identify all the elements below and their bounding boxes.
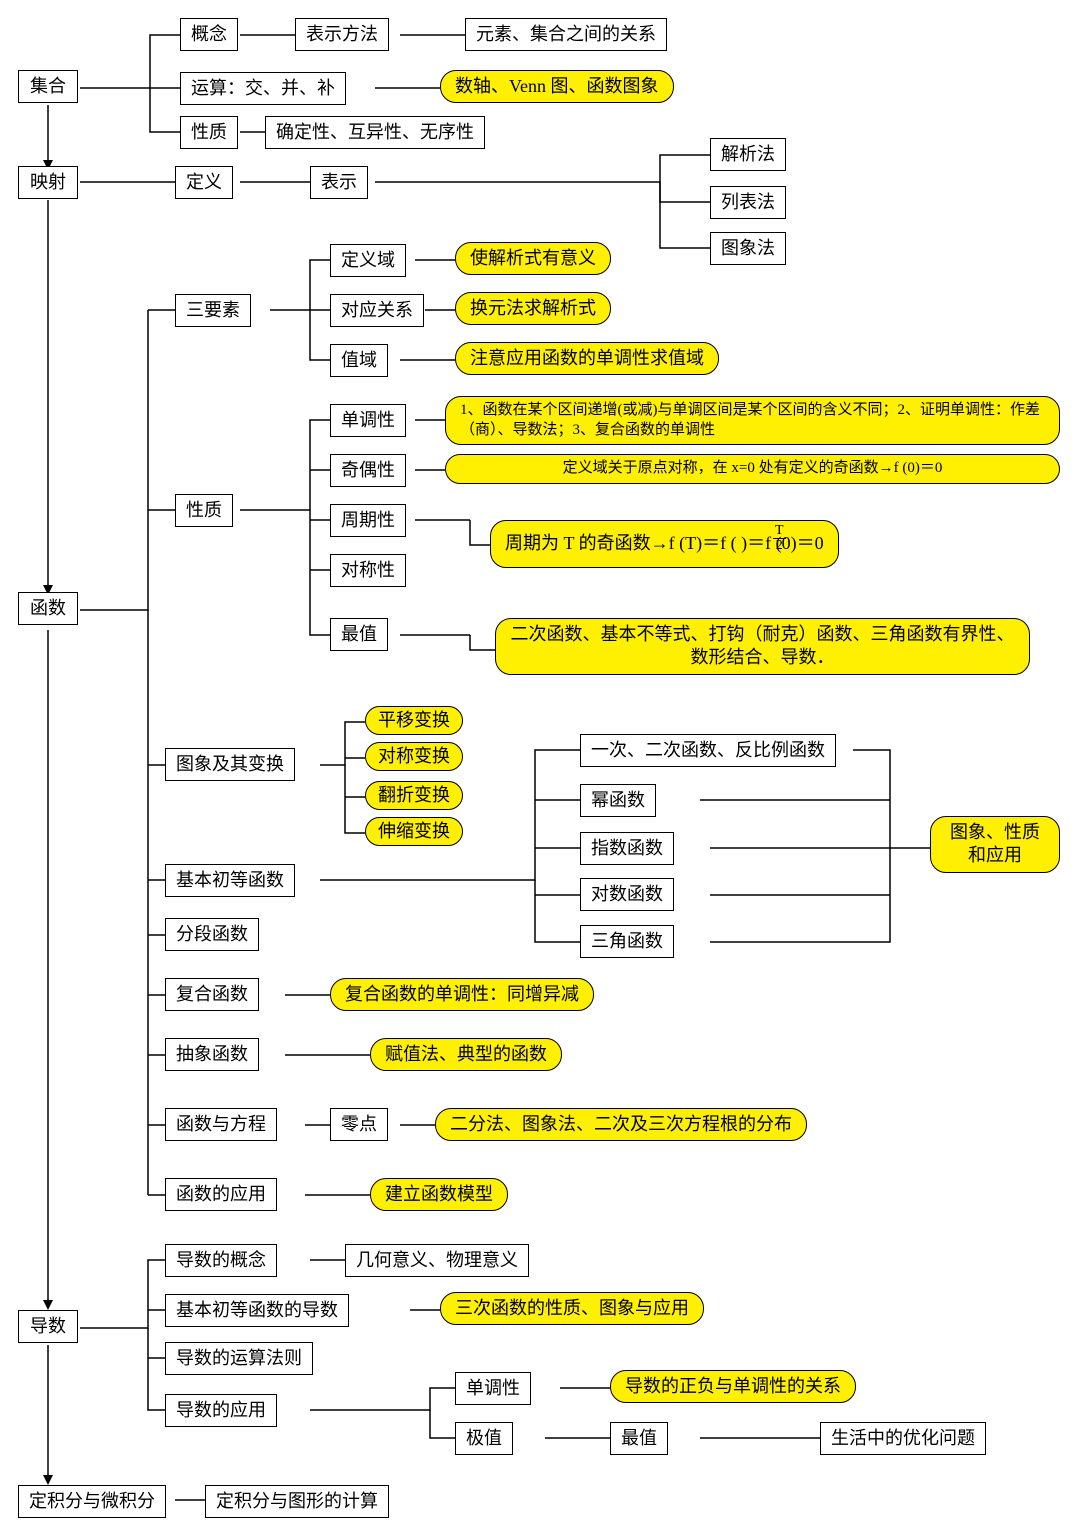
node-property2: 性质 [175, 494, 233, 527]
pill-monotone-range: 注意应用函数的单调性求值域 [455, 342, 719, 375]
frac-bot: 2 [773, 539, 786, 553]
node-analytic: 解析法 [710, 138, 786, 171]
node-representation-method: 表示方法 [295, 18, 389, 51]
node-mapping: 映射 [18, 166, 78, 199]
node-property1: 性质 [180, 116, 238, 149]
node-derivative: 导数 [18, 1310, 78, 1343]
node-integral-calc: 定积分与图形的计算 [205, 1485, 389, 1518]
node-composite: 复合函数 [165, 978, 259, 1011]
node-max2: 最值 [610, 1422, 668, 1455]
pill-note1: 1、函数在某个区间递增(或减)与单调区间是某个区间的含义不同；2、证明单调性：作… [445, 396, 1060, 445]
pill-fold: 翻折变换 [365, 781, 463, 810]
pill-graph-prop-app: 图象、性质和应用 [930, 816, 1060, 873]
node-func-app: 函数的应用 [165, 1178, 277, 1211]
node-symmetry: 对称性 [330, 554, 406, 587]
node-integral: 定积分与微积分 [18, 1485, 166, 1518]
node-func-eq: 函数与方程 [165, 1108, 277, 1141]
pill-meaningful: 使解析式有意义 [455, 242, 611, 275]
node-piecewise: 分段函数 [165, 918, 259, 951]
node-graph-transform: 图象及其变换 [165, 748, 295, 781]
node-deriv-rules: 导数的运算法则 [165, 1342, 313, 1375]
node-elem-deriv: 基本初等函数的导数 [165, 1294, 349, 1327]
node-concept: 概念 [180, 18, 238, 51]
pill-bisection: 二分法、图象法、二次及三次方程根的分布 [435, 1108, 807, 1141]
pill-assign: 赋值法、典型的函数 [370, 1038, 562, 1071]
pill-translate: 平移变换 [365, 706, 463, 735]
node-abstract: 抽象函数 [165, 1038, 259, 1071]
pill-cubic: 三次函数的性质、图象与应用 [440, 1292, 704, 1325]
node-function: 函数 [18, 592, 78, 625]
node-3elements: 三要素 [175, 294, 251, 327]
node-elements-relation: 元素、集合之间的关系 [465, 18, 667, 51]
node-extreme: 极值 [455, 1422, 513, 1455]
node-extremum: 最值 [330, 618, 388, 651]
node-elementary: 基本初等函数 [165, 864, 295, 897]
node-linear-quad: 一次、二次函数、反比例函数 [580, 734, 836, 767]
pill-substitution: 换元法求解析式 [455, 292, 611, 325]
pill-deriv-sign: 导数的正负与单调性的关系 [610, 1370, 856, 1403]
pill-venn: 数轴、Venn 图、函数图象 [440, 70, 674, 103]
node-period: 周期性 [330, 504, 406, 537]
pill-composite-note: 复合函数的单调性：同增异减 [330, 978, 594, 1011]
node-power: 幂函数 [580, 784, 656, 817]
node-exp: 指数函数 [580, 832, 674, 865]
node-range: 值域 [330, 344, 388, 377]
node-trig: 三角函数 [580, 925, 674, 958]
node-optimization: 生活中的优化问题 [820, 1422, 986, 1455]
node-monotone2: 单调性 [455, 1372, 531, 1405]
pill-build-model: 建立函数模型 [370, 1178, 508, 1211]
pill-reflect: 对称变换 [365, 742, 463, 771]
node-set: 集合 [18, 70, 78, 103]
node-represent: 表示 [310, 166, 368, 199]
pill-note3: 周期为 T 的奇函数→f (T)＝f ( )＝f (0)＝0 T 2 [490, 520, 839, 568]
pill-note2: 定义域关于原点对称，在 x=0 处有定义的奇函数→f (0)＝0 [445, 454, 1060, 484]
pill-scale: 伸缩变换 [365, 817, 463, 846]
node-correspondence: 对应关系 [330, 294, 424, 327]
node-graph: 图象法 [710, 232, 786, 265]
pill-note4: 二次函数、基本不等式、打钩（耐克）函数、三角函数有界性、数形结合、导数． [495, 618, 1030, 675]
node-definition: 定义 [175, 166, 233, 199]
node-operations: 运算：交、并、补 [180, 72, 346, 105]
diagram-canvas: 集合 映射 函数 导数 定积分与微积分 概念 表示方法 元素、集合之间的关系 运… [10, 10, 1070, 1525]
frac-top: T [773, 524, 786, 539]
node-list: 列表法 [710, 186, 786, 219]
node-deriv-concept: 导数的概念 [165, 1244, 277, 1277]
node-determinacy: 确定性、互异性、无序性 [265, 116, 485, 149]
node-deriv-app: 导数的应用 [165, 1394, 277, 1427]
node-domain: 定义域 [330, 244, 406, 277]
node-monotone: 单调性 [330, 404, 406, 437]
node-log: 对数函数 [580, 878, 674, 911]
node-geometric: 几何意义、物理意义 [345, 1244, 529, 1277]
node-zero: 零点 [330, 1108, 388, 1141]
node-parity: 奇偶性 [330, 454, 406, 487]
